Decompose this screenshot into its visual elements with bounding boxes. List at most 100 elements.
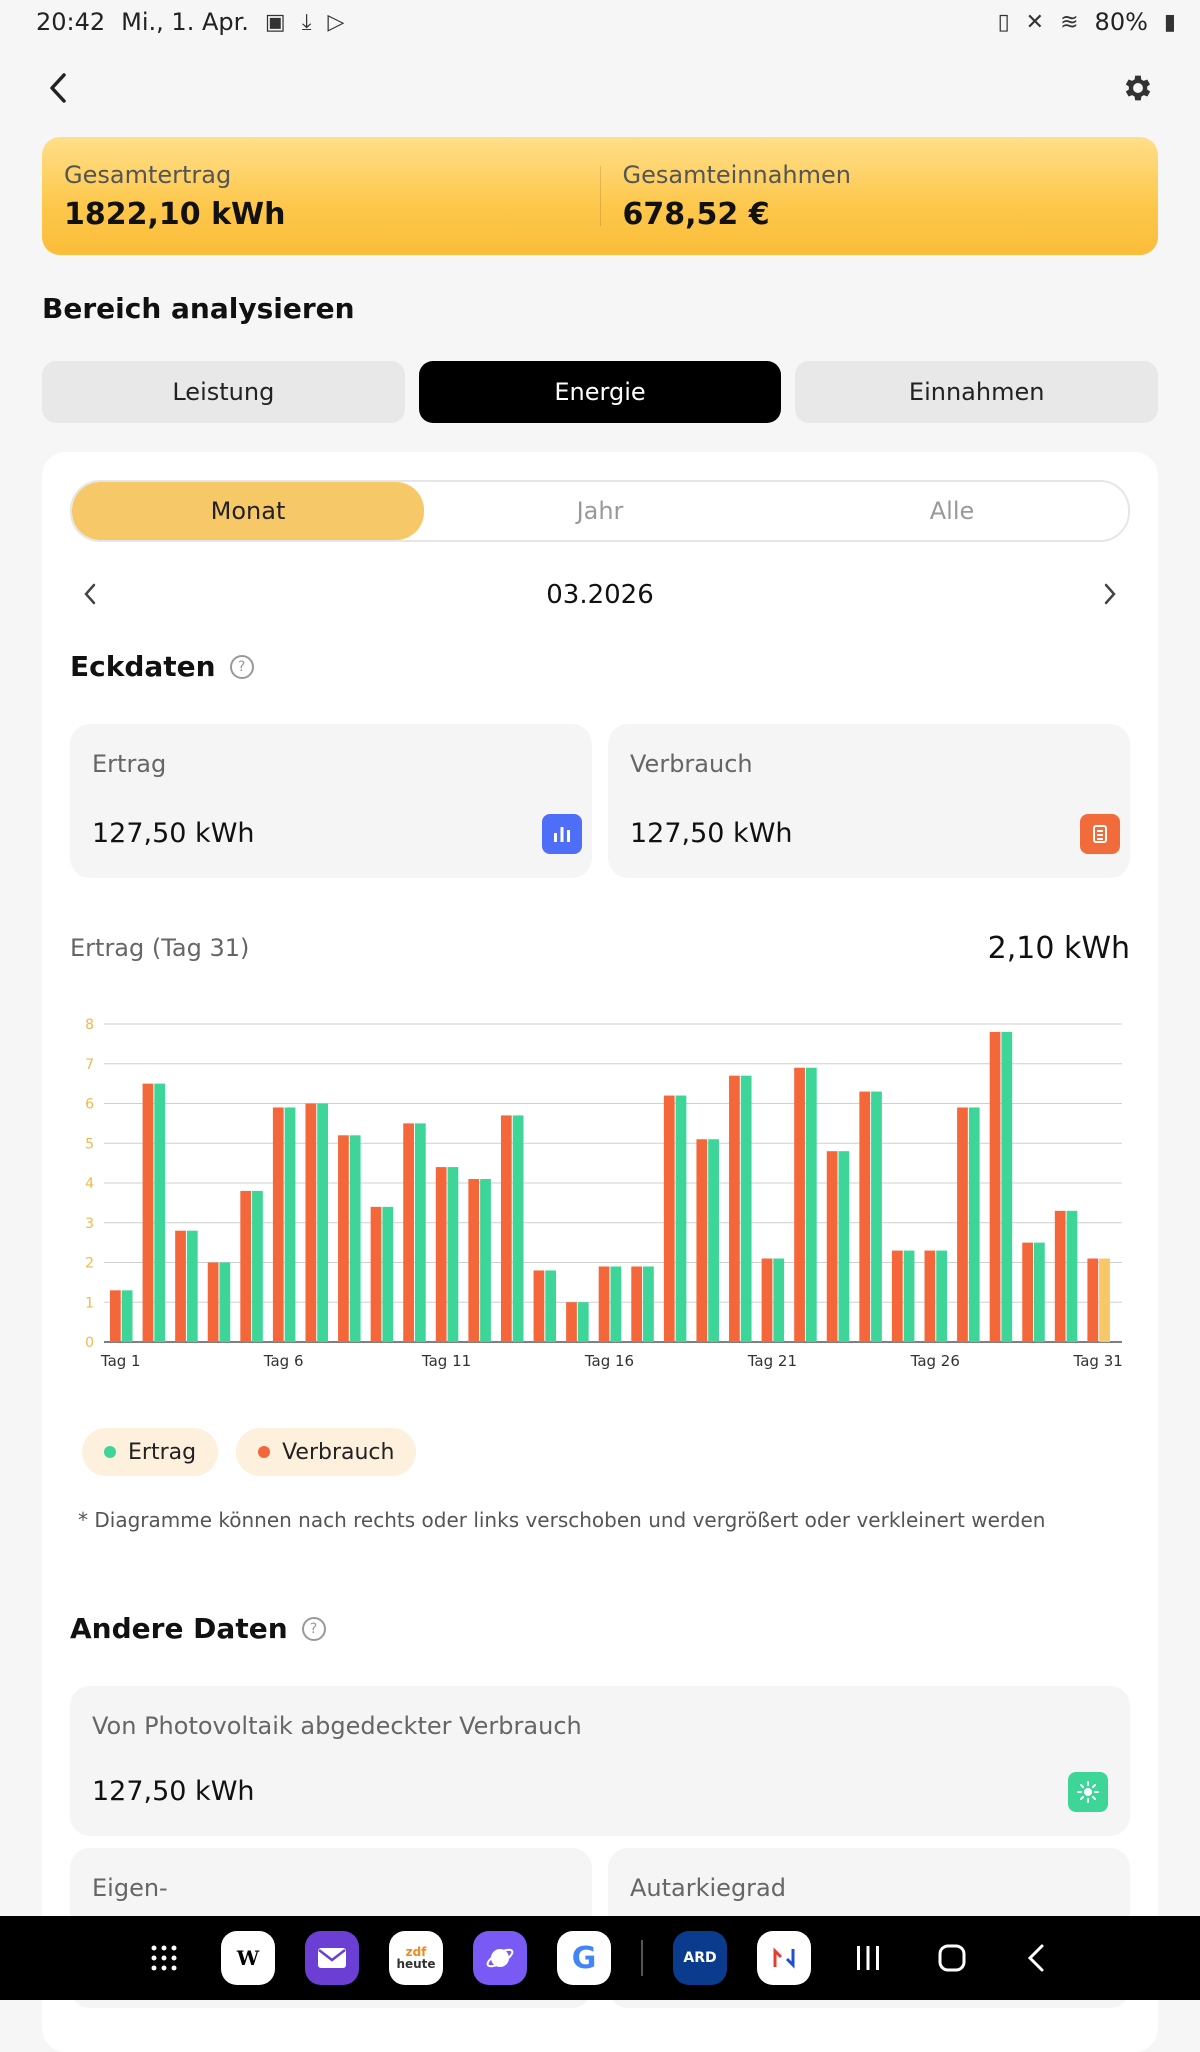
y-tick-label: 1 bbox=[85, 1295, 94, 1311]
total-income-label: Gesamteinnahmen bbox=[622, 160, 852, 189]
wifi-icon: ≋ bbox=[1060, 9, 1079, 35]
y-tick-label: 8 bbox=[85, 1017, 94, 1033]
google-icon[interactable]: G bbox=[557, 1931, 611, 1985]
chart-note: * Diagramme können nach rechts oder link… bbox=[78, 1508, 1046, 1532]
bar-verbrauch bbox=[566, 1302, 577, 1342]
period-selector: Monat Jahr Alle bbox=[70, 480, 1130, 542]
mute-icon: ✕ bbox=[1025, 9, 1045, 35]
recents-button[interactable] bbox=[841, 1931, 895, 1985]
bar-verbrauch bbox=[207, 1262, 219, 1342]
bar-ertrag bbox=[545, 1270, 557, 1342]
eigen-label: Eigen- bbox=[92, 1874, 168, 1902]
verbrauch-value: 127,50 kWh bbox=[630, 818, 793, 849]
period-jahr[interactable]: Jahr bbox=[576, 497, 624, 525]
ard-app-icon[interactable]: ARD bbox=[673, 1931, 727, 1985]
zdf-heute-icon[interactable]: zdf heute bbox=[389, 1931, 443, 1985]
bar-verbrauch bbox=[305, 1103, 317, 1342]
tab-einnahmen[interactable]: Einnahmen bbox=[795, 361, 1159, 423]
analysis-tabs: Leistung Energie Einnahmen bbox=[42, 361, 1159, 423]
bar-ertrag bbox=[512, 1115, 524, 1342]
bar-verbrauch bbox=[338, 1135, 349, 1342]
status-date: Mi., 1. Apr. bbox=[121, 8, 249, 36]
status-bar: 20:42 Mi., 1. Apr. ▣ ⤓ ▷ ▯ ✕ ≋ 80% ▮ bbox=[0, 0, 1200, 44]
total-income-value: 678,52 € bbox=[622, 196, 770, 232]
bar-verbrauch bbox=[403, 1123, 414, 1342]
back-button[interactable] bbox=[38, 68, 78, 108]
x-tick-label: Tag 11 bbox=[421, 1352, 471, 1370]
download-icon: ⤓ bbox=[301, 9, 312, 35]
period-monat[interactable]: Monat bbox=[72, 482, 424, 540]
bar-verbrauch bbox=[110, 1290, 121, 1342]
bar-ertrag bbox=[675, 1095, 687, 1342]
mail-app-icon[interactable] bbox=[305, 1931, 359, 1985]
x-tick-label: Tag 31 bbox=[1073, 1352, 1123, 1370]
prev-month-button[interactable] bbox=[70, 578, 110, 613]
bar-ertrag bbox=[610, 1266, 622, 1342]
chart-header-label: Ertrag (Tag 31) bbox=[70, 934, 250, 962]
wikipedia-icon[interactable]: W bbox=[221, 1931, 275, 1985]
bar-verbrauch bbox=[1022, 1242, 1034, 1342]
bar-ertrag bbox=[838, 1151, 850, 1342]
bar-verbrauch bbox=[533, 1270, 545, 1342]
help-icon[interactable]: ? bbox=[301, 1616, 326, 1641]
bar-verbrauch bbox=[175, 1230, 186, 1342]
legend-verbrauch-label: Verbrauch bbox=[282, 1439, 395, 1465]
bar-ertrag bbox=[968, 1107, 980, 1342]
battery-percent: 80% bbox=[1094, 8, 1148, 36]
verbrauch-label: Verbrauch bbox=[630, 750, 753, 778]
verbrauch-card: Verbrauch 127,50 kWh bbox=[608, 724, 1130, 878]
bar-ertrag bbox=[1034, 1242, 1045, 1342]
bar-ertrag bbox=[936, 1250, 948, 1342]
settings-button[interactable] bbox=[1116, 66, 1160, 110]
bar-ertrag bbox=[643, 1266, 654, 1342]
bar-verbrauch bbox=[468, 1179, 480, 1342]
pv-coverage-label: Von Photovoltaik abgedeckter Verbrauch bbox=[92, 1712, 582, 1740]
battery-icon: ▮ bbox=[1163, 9, 1176, 35]
legend-ertrag[interactable]: Ertrag bbox=[82, 1428, 219, 1476]
x-tick-label: Tag 21 bbox=[747, 1352, 797, 1370]
pv-coverage-card: Von Photovoltaik abgedeckter Verbrauch 1… bbox=[70, 1686, 1130, 1836]
system-back-button[interactable] bbox=[1009, 1931, 1063, 1985]
bar-verbrauch bbox=[794, 1067, 805, 1342]
bar-verbrauch bbox=[370, 1206, 382, 1342]
next-month-button[interactable] bbox=[1090, 578, 1130, 613]
eckdaten-title: Eckdaten bbox=[70, 650, 216, 683]
gallery-icon: ▣ bbox=[264, 9, 286, 35]
ertrag-dot bbox=[104, 1446, 116, 1458]
ertrag-card: Ertrag 127,50 kWh bbox=[70, 724, 592, 878]
bar-ertrag bbox=[773, 1258, 785, 1342]
app-drawer-icon[interactable] bbox=[137, 1931, 191, 1985]
bar-ertrag bbox=[1001, 1031, 1013, 1342]
x-tick-label: Tag 16 bbox=[584, 1352, 634, 1370]
browser-app-icon[interactable] bbox=[473, 1931, 527, 1985]
legend-verbrauch[interactable]: Verbrauch bbox=[236, 1428, 417, 1476]
date-navigator: 03.2026 bbox=[70, 570, 1130, 620]
status-time: 20:42 bbox=[36, 8, 106, 36]
bar-verbrauch bbox=[598, 1266, 610, 1342]
andere-title: Andere Daten bbox=[70, 1612, 288, 1645]
sun-icon bbox=[1068, 1772, 1108, 1812]
y-tick-label: 0 bbox=[85, 1335, 94, 1351]
y-tick-label: 5 bbox=[85, 1136, 94, 1152]
bar-ertrag bbox=[121, 1290, 133, 1342]
bar-verbrauch bbox=[435, 1167, 447, 1342]
current-month: 03.2026 bbox=[546, 580, 654, 610]
period-alle[interactable]: Alle bbox=[929, 497, 975, 525]
bar-ertrag bbox=[577, 1302, 589, 1342]
bar-verbrauch bbox=[924, 1250, 936, 1342]
tab-energie[interactable]: Energie bbox=[418, 361, 782, 423]
energy-bar-chart[interactable]: 0 1 2 3 4 5 6 7 8 Tag 1 Tag 6 Tag 11 Tag 16 Tag 21 Tag… bbox=[70, 1000, 1130, 1390]
bar-verbrauch bbox=[891, 1250, 903, 1342]
chart-header-value: 2,10 kWh bbox=[987, 930, 1130, 966]
home-button[interactable] bbox=[925, 1931, 979, 1985]
tab-leistung[interactable]: Leistung bbox=[42, 361, 405, 423]
top-bar bbox=[0, 60, 1200, 120]
bar-ertrag bbox=[219, 1262, 231, 1342]
bar-verbrauch bbox=[272, 1107, 284, 1342]
help-icon[interactable]: ? bbox=[229, 654, 254, 679]
bar-ertrag bbox=[186, 1230, 198, 1342]
y-tick-label: 3 bbox=[85, 1216, 94, 1232]
solar-app-icon[interactable] bbox=[757, 1931, 811, 1985]
bar-ertrag bbox=[447, 1167, 459, 1342]
bar-ertrag bbox=[805, 1067, 817, 1342]
